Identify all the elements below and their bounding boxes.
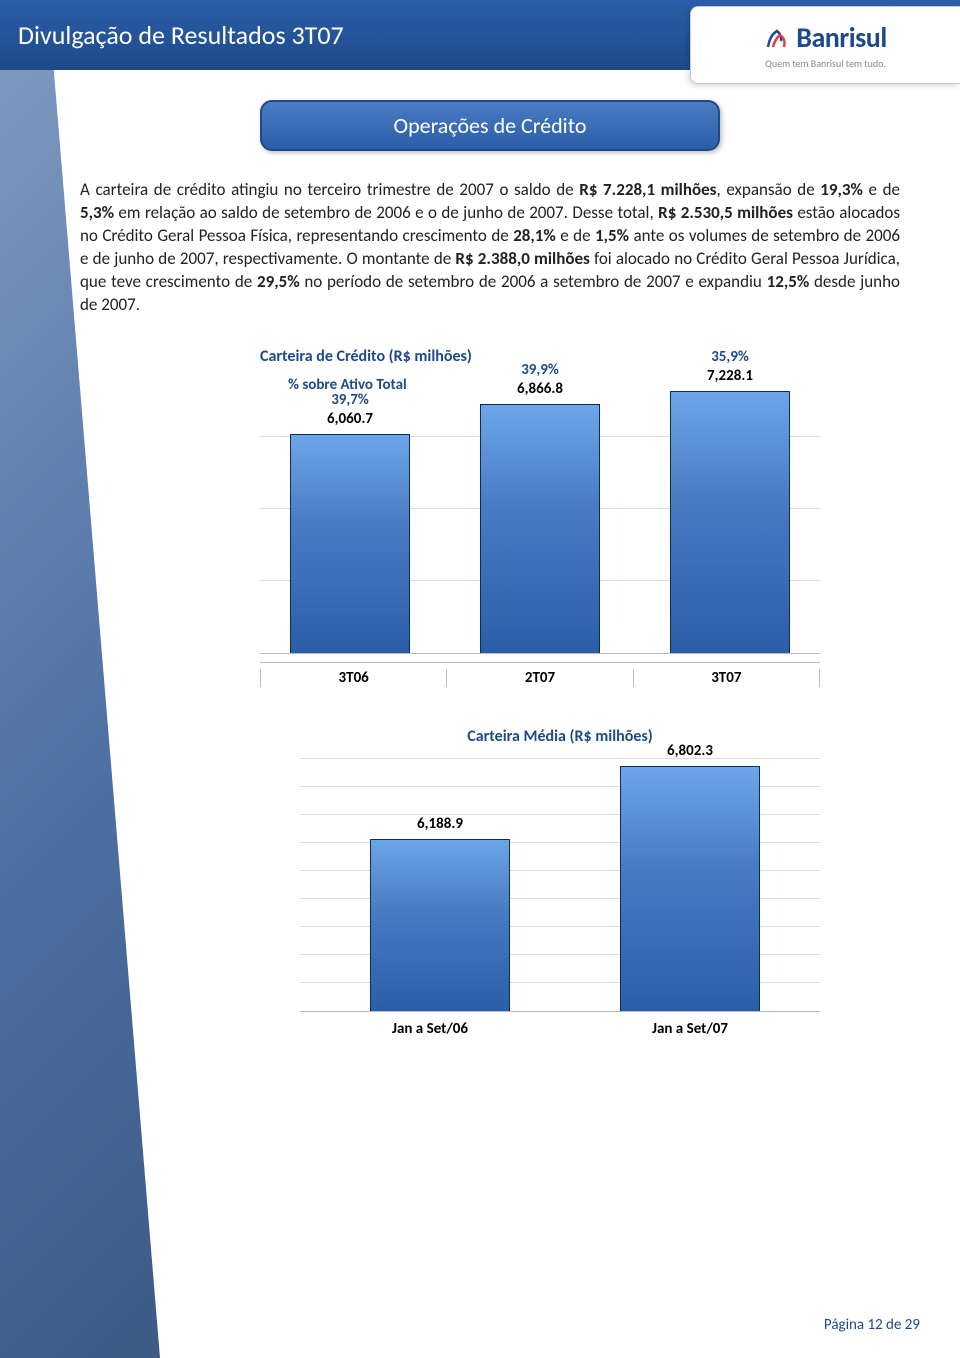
banrisul-icon (764, 25, 790, 51)
chart1-pct-0: 39,7% (280, 391, 420, 409)
chart1-val-1: 6,866.8 (470, 380, 610, 398)
body-paragraph: A carteira de crédito atingiu no terceir… (80, 179, 900, 317)
chart1-cat-0: 3T06 (260, 669, 446, 687)
chart1-area: 39,7% 6,060.7 39,9% 6,866.8 35,9% 7,228.… (260, 364, 820, 654)
chart1-bar-3T06 (290, 434, 410, 653)
chart1-xaxis: 3T06 2T07 3T07 (260, 662, 820, 687)
chart1-pct-2: 35,9% (660, 348, 800, 366)
section-title: Operações de Crédito (260, 100, 720, 151)
chart1-cat-1: 2T07 (446, 669, 632, 687)
chart2-bar-1 (620, 766, 760, 1011)
chart1-val-0: 6,060.7 (280, 410, 420, 428)
chart1-cat-2: 3T07 (633, 669, 820, 687)
chart2-cat-0: Jan a Set/06 (300, 1020, 560, 1038)
chart2-cat-1: Jan a Set/07 (560, 1020, 820, 1038)
section-title-text: Operações de Crédito (394, 112, 587, 139)
chart1-bar-3T07 (670, 391, 790, 653)
chart2-area: 6,188.9 6,802.3 (300, 752, 820, 1012)
chart1-pct-1: 39,9% (470, 361, 610, 379)
main-content: Operações de Crédito A carteira de crédi… (60, 100, 920, 1038)
page-title: Divulgação de Resultados 3T07 (18, 19, 344, 51)
chart2-bar-0 (370, 839, 510, 1011)
chart-carteira-credito: Carteira de Crédito (R$ milhões) % sobre… (260, 347, 820, 687)
chart2-val-0: 6,188.9 (360, 815, 520, 833)
logo-main: Banrisul (764, 20, 886, 55)
chart2-val-1: 6,802.3 (610, 742, 770, 760)
page-footer: Página 12 de 29 (824, 1316, 920, 1334)
chart-carteira-media: Carteira Média (R$ milhões) 6,188.9 6,80… (300, 727, 820, 1038)
chart1-val-2: 7,228.1 (660, 367, 800, 385)
logo-text: Banrisul (796, 20, 886, 55)
logo-tagline: Quem tem Banrisul tem tudo. (765, 57, 886, 70)
chart1-bar-2T07 (480, 404, 600, 653)
brand-logo: Banrisul Quem tem Banrisul tem tudo. (690, 6, 960, 84)
chart2-xaxis: Jan a Set/06 Jan a Set/07 (300, 1020, 820, 1038)
